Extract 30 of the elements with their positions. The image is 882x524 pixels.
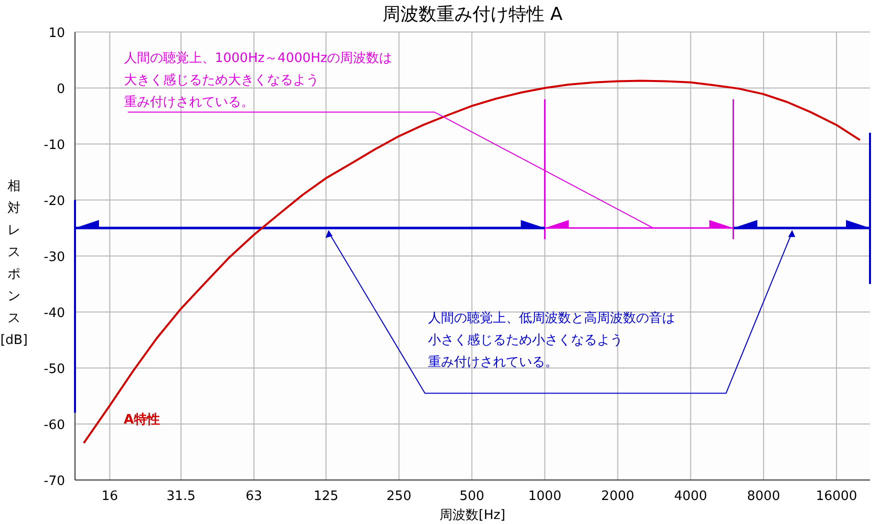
x-tick-label: 4000 — [674, 489, 708, 504]
x-tick-label: 16000 — [816, 489, 858, 504]
annotation: 人間の聴覚上、低周波数と高周波数の音は — [428, 310, 676, 326]
x-tick-label: 8000 — [747, 489, 780, 504]
y-tick-label: -20 — [44, 194, 65, 209]
y-tick-label: 10 — [48, 26, 65, 41]
annotation: 人間の聴覚上、1000Hz～4000Hzの周波数は — [124, 51, 392, 66]
x-tick-label: 250 — [386, 489, 412, 504]
x-tick-label: 125 — [314, 489, 338, 504]
x-tick-label: 63 — [246, 489, 262, 504]
x-tick-label: 1000 — [528, 489, 562, 504]
annotation: 大きく感じるため大きくなるよう — [124, 73, 319, 88]
y-tick-label: -70 — [44, 474, 65, 489]
series-label: A特性 — [124, 412, 160, 428]
y-tick-label: -10 — [44, 138, 65, 153]
y-tick-label: -40 — [44, 306, 65, 321]
annotation: 重み付けされている。 — [124, 95, 254, 110]
annotation: 重み付けされている。 — [428, 355, 558, 370]
chart-title: 周波数重み付け特性 A — [382, 4, 564, 25]
y-tick-label: -50 — [44, 362, 65, 377]
y-axis-title: 相対レスポンス[dB] — [0, 179, 28, 348]
y-tick-label: 0 — [56, 82, 65, 97]
x-tick-label: 2000 — [601, 489, 634, 504]
x-tick-label: 500 — [459, 489, 484, 504]
x-axis-title: 周波数[Hz] — [440, 508, 506, 523]
x-tick-label: 31.5 — [166, 489, 196, 504]
annotation: 小さく感じるため小さくなるよう — [428, 333, 624, 348]
y-tick-label: -30 — [44, 250, 65, 265]
x-tick-label: 16 — [101, 489, 118, 504]
y-tick-label: -60 — [44, 418, 65, 433]
